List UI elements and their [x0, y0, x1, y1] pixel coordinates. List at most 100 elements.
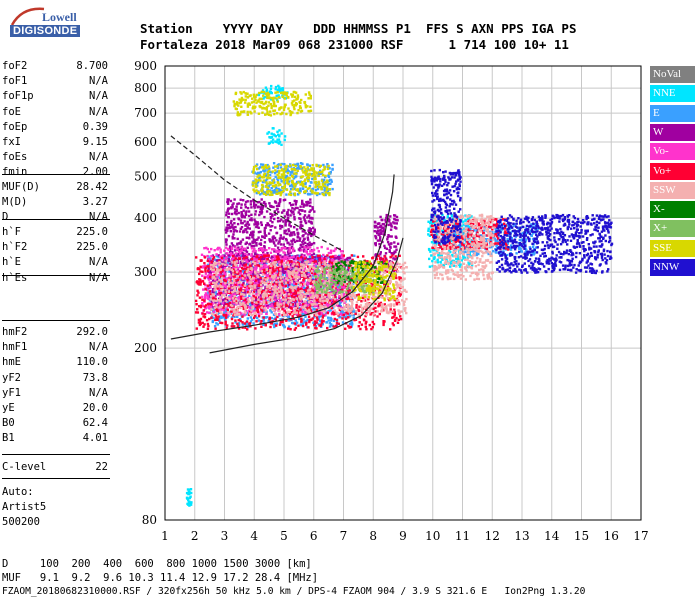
echo-point — [267, 304, 270, 307]
echo-point — [229, 270, 233, 273]
echo-point — [203, 298, 206, 301]
echo-point — [460, 229, 464, 232]
echo-point — [434, 213, 437, 217]
echo-point — [212, 291, 215, 295]
echo-point — [306, 253, 309, 256]
x-tick-label: 17 — [633, 529, 648, 543]
echo-point — [331, 302, 334, 306]
param-value: N/A — [89, 105, 108, 118]
echo-point — [286, 241, 289, 245]
echo-point — [261, 163, 265, 166]
echo-point — [256, 316, 259, 320]
echo-point — [286, 168, 289, 171]
echo-point — [234, 229, 237, 232]
echo-point — [307, 273, 311, 276]
echo-point — [316, 262, 320, 265]
echo-point — [392, 257, 395, 260]
echo-point — [254, 251, 257, 254]
echo-point — [284, 283, 287, 286]
echo-point — [525, 248, 528, 252]
echo-point — [343, 316, 346, 319]
echo-point — [280, 264, 284, 268]
echo-point — [348, 315, 352, 318]
echo-point — [253, 218, 256, 221]
param-label: fxI — [2, 136, 21, 148]
echo-point — [286, 273, 289, 276]
echo-point — [255, 293, 258, 296]
echo-point — [263, 229, 266, 232]
echo-point — [389, 223, 393, 226]
echo-point — [340, 313, 343, 317]
echo-point — [218, 292, 221, 295]
echo-point — [225, 255, 228, 259]
echo-point — [206, 263, 210, 267]
echo-point — [308, 253, 312, 256]
echo-point — [353, 310, 356, 313]
echo-point — [224, 228, 227, 232]
echo-point — [304, 221, 308, 225]
echo-point — [221, 269, 224, 272]
echo-point — [348, 326, 351, 329]
echo-point — [267, 319, 270, 323]
echo-point — [227, 212, 231, 215]
echo-point — [269, 225, 272, 228]
echo-point — [287, 252, 290, 256]
echo-point — [284, 284, 287, 288]
echo-point — [230, 297, 233, 300]
echo-point — [388, 249, 391, 252]
echo-point — [389, 328, 392, 331]
echo-point — [294, 294, 297, 297]
echo-point — [229, 246, 232, 249]
echo-point — [395, 222, 398, 225]
echo-point — [309, 229, 312, 233]
echo-point — [351, 258, 354, 262]
param-row: hmE 110.0 — [2, 356, 108, 371]
echo-point — [399, 315, 402, 318]
echo-point — [371, 320, 374, 324]
echo-point — [249, 320, 253, 323]
echo-point — [441, 258, 444, 261]
echo-point — [318, 295, 322, 299]
echo-point — [236, 282, 239, 285]
echo-point — [379, 228, 382, 232]
echo-point — [240, 312, 243, 315]
echo-point — [292, 247, 295, 250]
echo-point — [282, 258, 286, 262]
param-value: N/A — [89, 75, 108, 88]
echo-point — [430, 223, 434, 226]
echo-point — [397, 301, 401, 304]
echo-point — [461, 233, 464, 236]
echo-point — [376, 226, 379, 229]
echo-point — [273, 217, 276, 221]
echo-point — [331, 286, 335, 289]
echo-point — [285, 319, 288, 322]
echo-point — [245, 310, 248, 313]
echo-point — [232, 230, 235, 233]
echo-point — [366, 260, 369, 263]
echo-point — [307, 302, 310, 305]
header-line2: Fortaleza 2018 Mar09 068 231000 RSF 1 71… — [140, 37, 569, 52]
echo-point — [315, 304, 319, 307]
echo-point — [262, 323, 265, 326]
echo-point — [220, 316, 223, 320]
echo-point — [280, 143, 283, 146]
echo-point — [309, 246, 312, 249]
echo-point — [217, 273, 221, 277]
echo-point — [188, 496, 191, 500]
echo-point — [329, 178, 333, 182]
echo-point — [247, 325, 250, 329]
echo-point — [276, 246, 280, 249]
echo-point — [458, 265, 462, 268]
echo-point — [257, 93, 260, 97]
echo-point — [246, 281, 249, 284]
echo-point — [311, 259, 314, 262]
echo-point — [314, 324, 318, 328]
echo-point — [313, 256, 317, 259]
echo-point — [240, 206, 243, 209]
echo-point — [278, 219, 282, 223]
echo-point — [301, 230, 304, 233]
echo-point — [381, 230, 385, 233]
echo-point — [291, 170, 294, 173]
echo-point — [263, 241, 267, 244]
echo-point — [230, 207, 233, 210]
